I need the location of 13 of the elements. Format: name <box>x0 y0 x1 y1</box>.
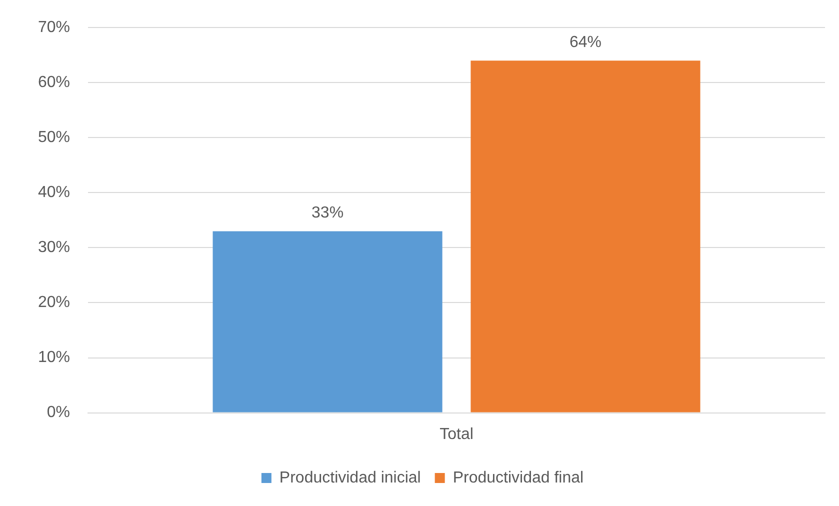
y-tick-label: 30% <box>38 239 70 256</box>
y-tick-label: 50% <box>38 129 70 146</box>
y-tick-label: 60% <box>38 74 70 92</box>
y-tick-label: 20% <box>38 294 70 312</box>
y-tick-label: 40% <box>38 184 70 202</box>
legend-label: Productividad inicial <box>279 469 421 486</box>
legend-label: Productividad final <box>452 469 584 486</box>
x-tick-label: Total <box>440 426 474 443</box>
y-tick-label: 0% <box>46 404 70 422</box>
data-label: 33% <box>312 204 344 222</box>
y-tick-label: 70% <box>38 19 70 36</box>
y-tick-label: 10% <box>38 349 70 366</box>
data-label: 64% <box>569 34 602 52</box>
